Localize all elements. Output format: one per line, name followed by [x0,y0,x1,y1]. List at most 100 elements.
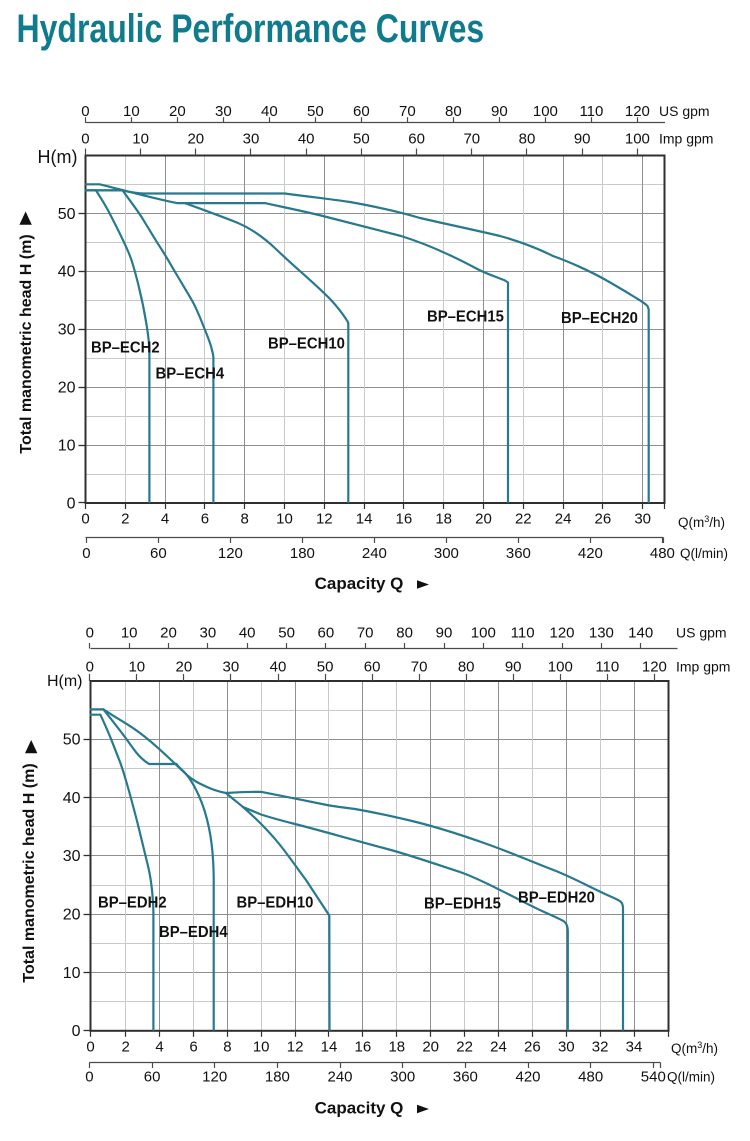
svg-text:0: 0 [86,1039,94,1056]
svg-text:0: 0 [82,545,90,562]
svg-text:0: 0 [81,103,89,120]
svg-text:20: 20 [160,625,177,642]
svg-text:20: 20 [169,103,186,120]
svg-text:80: 80 [445,103,462,120]
svg-text:BP–ECH10: BP–ECH10 [268,335,345,353]
svg-text:420: 420 [515,1069,540,1086]
svg-text:540: 540 [641,1069,666,1086]
svg-text:24: 24 [490,1039,507,1056]
svg-text:60: 60 [364,659,381,676]
svg-text:40: 40 [270,659,287,676]
svg-text:50: 50 [58,206,76,223]
svg-text:100: 100 [533,103,558,120]
svg-text:0: 0 [81,131,89,148]
svg-text:2: 2 [122,1039,130,1056]
svg-text:120: 120 [218,545,243,562]
svg-text:22: 22 [515,511,532,528]
svg-text:Q(m3/h): Q(m3/h) [678,514,725,530]
svg-text:90: 90 [436,625,453,642]
svg-text:BP–EDH2: BP–EDH2 [98,894,167,912]
svg-text:70: 70 [357,625,374,642]
svg-text:480: 480 [650,545,675,562]
svg-text:Total manometric head H (m): Total manometric head H (m) [18,234,35,453]
svg-text:360: 360 [506,545,531,562]
svg-text:10: 10 [121,625,138,642]
svg-text:BP–ECH2: BP–ECH2 [91,339,160,357]
svg-text:20: 20 [58,380,76,397]
svg-text:60: 60 [150,545,167,562]
svg-text:60: 60 [144,1069,161,1086]
svg-text:16: 16 [396,511,413,528]
svg-text:10: 10 [58,437,76,454]
svg-text:14: 14 [356,511,373,528]
svg-text:20: 20 [422,1039,439,1056]
svg-text:BP–ECH20: BP–ECH20 [561,310,638,328]
svg-text:30: 30 [243,131,260,148]
svg-text:8: 8 [241,511,249,528]
svg-text:4: 4 [155,1039,163,1056]
svg-text:26: 26 [524,1039,541,1056]
svg-text:26: 26 [595,511,612,528]
svg-text:0: 0 [67,495,76,512]
svg-text:60: 60 [408,131,425,148]
svg-text:120: 120 [625,103,650,120]
svg-text:50: 50 [63,732,81,749]
svg-text:120: 120 [202,1069,227,1086]
svg-text:BP–ECH15: BP–ECH15 [427,308,504,326]
svg-text:100: 100 [548,659,573,676]
svg-text:100: 100 [471,625,496,642]
svg-text:70: 70 [411,659,428,676]
svg-text:80: 80 [396,625,413,642]
svg-text:40: 40 [261,103,278,120]
svg-text:BP–EDH10: BP–EDH10 [237,894,314,912]
svg-text:30: 30 [215,103,232,120]
svg-text:240: 240 [362,545,387,562]
svg-text:80: 80 [458,659,475,676]
svg-text:120: 120 [549,625,574,642]
svg-text:10: 10 [63,965,81,982]
svg-text:18: 18 [388,1039,405,1056]
svg-text:420: 420 [578,545,603,562]
svg-text:BP–ECH4: BP–ECH4 [156,365,225,383]
svg-text:240: 240 [327,1069,352,1086]
svg-text:80: 80 [519,131,536,148]
svg-text:60: 60 [318,625,335,642]
svg-text:60: 60 [353,103,370,120]
svg-text:100: 100 [625,131,650,148]
svg-text:110: 110 [579,103,603,120]
svg-text:480: 480 [578,1069,603,1086]
svg-text:US gpm: US gpm [659,103,710,119]
svg-text:0: 0 [72,1023,81,1040]
svg-text:12: 12 [316,511,333,528]
svg-text:30: 30 [634,511,651,528]
svg-text:90: 90 [574,131,591,148]
svg-text:300: 300 [434,545,459,562]
svg-text:40: 40 [63,790,81,807]
svg-text:70: 70 [399,103,416,120]
svg-text:50: 50 [317,659,334,676]
svg-text:130: 130 [589,625,614,642]
svg-text:30: 30 [558,1039,575,1056]
svg-text:120: 120 [642,659,667,676]
svg-text:Hydraulic Performance Curves: Hydraulic Performance Curves [17,6,485,51]
svg-text:70: 70 [463,131,480,148]
svg-text:40: 40 [239,625,256,642]
svg-text:0: 0 [85,1069,93,1086]
svg-text:18: 18 [435,511,452,528]
svg-text:40: 40 [298,131,315,148]
svg-text:20: 20 [176,659,193,676]
svg-text:20: 20 [475,511,492,528]
svg-text:6: 6 [201,511,209,528]
svg-text:30: 30 [63,848,81,865]
svg-text:10: 10 [128,659,145,676]
svg-text:Q(l/min): Q(l/min) [667,1070,715,1085]
svg-text:Capacity Q: Capacity Q [315,574,404,593]
svg-text:6: 6 [189,1039,197,1056]
svg-text:0: 0 [86,659,94,676]
svg-text:4: 4 [161,511,169,528]
svg-text:BP–EDH4: BP–EDH4 [159,924,228,942]
svg-text:30: 30 [223,659,240,676]
svg-text:Q(m3/h): Q(m3/h) [671,1040,718,1056]
svg-text:0: 0 [86,625,94,642]
svg-text:30: 30 [58,322,76,339]
